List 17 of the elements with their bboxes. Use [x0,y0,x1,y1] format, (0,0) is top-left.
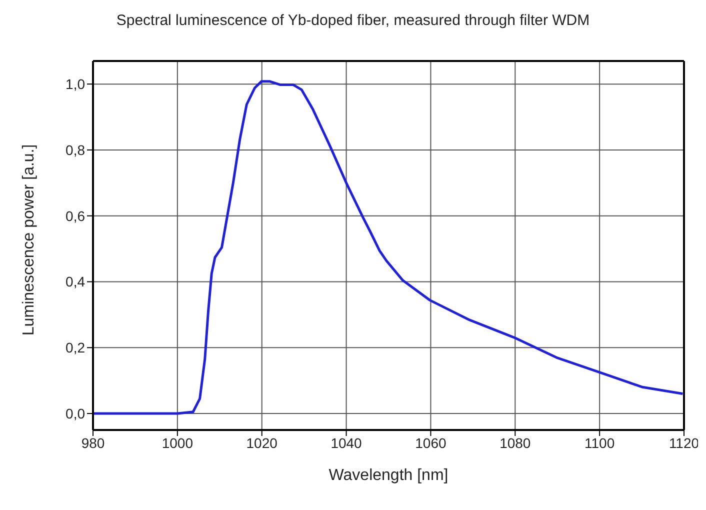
x-tick-label: 1100 [584,434,615,451]
y-tick-label: 0,0 [66,405,86,422]
x-tick-label: 980 [81,434,105,451]
x-tick-label: 1040 [330,434,362,451]
line-series [93,80,684,415]
x-tick-label: 1000 [162,434,194,451]
y-tick-label: 1,0 [66,76,86,92]
x-axis-title: Wavelength [nm] [328,467,448,484]
y-axis-title: Luminescence power [a.u.] [20,144,38,336]
x-tick-label: 1080 [500,434,531,451]
x-tick-label: 1060 [415,434,446,451]
chart-title: Spectral luminescence of Yb-doped fiber, measured through filter WDM [115,12,591,29]
y-tick-label: 0,6 [66,208,86,224]
y-tick-label: 0,8 [66,142,86,158]
y-tick-label: 0,2 [66,340,86,356]
y-tick-label: 0,4 [66,274,86,290]
x-tick-label: 1020 [246,434,278,451]
